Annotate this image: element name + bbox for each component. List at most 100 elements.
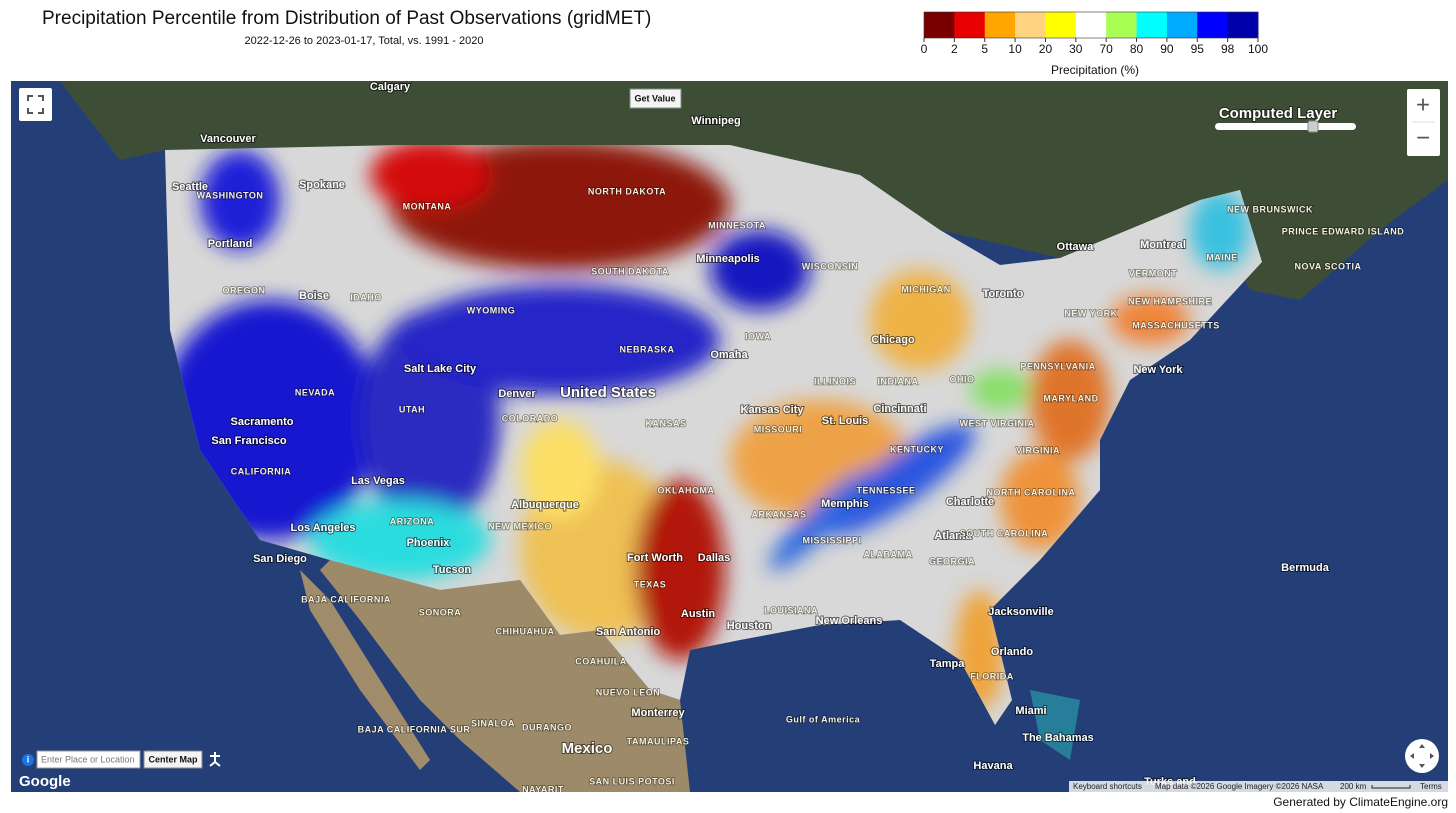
mexico-land xyxy=(320,560,690,792)
place-label: BAJA CALIFORNIA SUR xyxy=(358,724,471,734)
place-label: Atlanta xyxy=(934,530,972,542)
place-label: INDIANA xyxy=(878,376,919,386)
place-label: Gulf of America xyxy=(786,714,861,724)
map-data: Map data ©2026 Google Imagery ©2026 NASA xyxy=(1155,782,1324,791)
place-label: Portland xyxy=(208,238,253,250)
place-label: WISCONSIN xyxy=(802,261,859,271)
place-label: Dallas xyxy=(698,552,730,564)
place-label: Denver xyxy=(498,388,536,400)
baja-land xyxy=(300,570,430,770)
place-label: MAINE xyxy=(1206,252,1238,262)
opacity-slider[interactable] xyxy=(1215,123,1356,130)
fullscreen-icon xyxy=(27,95,44,114)
place-label: MICHIGAN xyxy=(901,284,951,294)
search-input[interactable] xyxy=(36,750,141,769)
subtitle: 2022-12-26 to 2023-01-17, Total, vs. 199… xyxy=(245,35,484,47)
get-value-button[interactable] xyxy=(629,88,682,109)
place-label: MASSACHUSETTS xyxy=(1132,320,1220,330)
legend-swatch xyxy=(954,12,986,38)
place-label: KENTUCKY xyxy=(890,444,944,454)
place-label: MARYLAND xyxy=(1043,393,1098,403)
place-label: Houston xyxy=(727,620,772,632)
place-label: Vancouver xyxy=(200,133,256,145)
camera-control[interactable] xyxy=(1405,739,1439,773)
google-logo: Google xyxy=(19,773,71,790)
place-label: ILLINOIS xyxy=(814,376,856,386)
place-label: NORTH DAKOTA xyxy=(588,186,666,196)
legend-swatch xyxy=(1045,12,1077,38)
place-label: Phoenix xyxy=(407,537,451,549)
legend: 0 2 5 10 20 30 70 80 90 95 98 100 xyxy=(921,11,1268,56)
legend-swatch xyxy=(984,12,1016,38)
place-label: Bermuda xyxy=(1281,562,1330,574)
place-label: Orlando xyxy=(991,646,1033,658)
zoom-in[interactable]: + xyxy=(1416,91,1430,118)
place-label: San Diego xyxy=(253,553,307,565)
place-label: Miami xyxy=(1015,705,1046,717)
slider-thumb[interactable] xyxy=(1307,120,1319,133)
legend-swatch xyxy=(1166,12,1198,38)
place-label: NOVA SCOTIA xyxy=(1294,261,1361,271)
legend-swatch xyxy=(1075,12,1107,38)
map: Calgary Vancouver Winnipeg Seattle Portland S… xyxy=(11,81,1448,794)
info-icon[interactable] xyxy=(22,754,34,766)
legend-tick-label: 90 xyxy=(1160,42,1174,56)
place-label: New Orleans xyxy=(816,615,883,627)
legend-swatch xyxy=(924,12,955,38)
zoom-out[interactable]: − xyxy=(1416,124,1430,151)
info-glyph: i xyxy=(27,754,30,764)
place-label: Mexico xyxy=(562,740,613,757)
terms[interactable]: Terms xyxy=(1420,782,1442,791)
center-map-button[interactable] xyxy=(143,750,203,769)
keyboard-shortcuts[interactable]: Keyboard shortcuts xyxy=(1073,782,1142,791)
place-label: WYOMING xyxy=(467,305,516,315)
place-label: Cincinnati xyxy=(873,403,926,415)
place-labels: Calgary Vancouver Winnipeg Seattle Portland S… xyxy=(171,81,1405,794)
place-label: SAN LUIS POTOSI xyxy=(589,776,675,786)
place-label: Albuquerque xyxy=(511,499,579,511)
fullscreen-button[interactable] xyxy=(19,88,52,121)
legend-tick-label: 2 xyxy=(951,42,958,56)
scale-bar xyxy=(1371,785,1411,789)
legend-tick-label: 20 xyxy=(1039,42,1053,56)
place-label: NORTH CAROLINA xyxy=(987,487,1076,497)
place-label: Monterrey xyxy=(631,707,685,719)
pegman[interactable] xyxy=(209,752,221,767)
search-placeholder: Enter Place or Location xyxy=(41,754,135,764)
place-label: Winnipeg xyxy=(691,115,740,127)
place-label: Seattle xyxy=(172,181,208,193)
place-label: Charlotte xyxy=(946,496,994,508)
legend-title: Precipitation (%) xyxy=(1051,63,1139,77)
place-label: Fort Worth xyxy=(627,552,683,564)
place-label: PRINCE EDWARD ISLAND xyxy=(1282,226,1405,236)
place-label: Tampa xyxy=(930,658,966,670)
place-label: CHIHUAHUA xyxy=(496,626,555,636)
place-label: MISSISSIPPI xyxy=(802,535,861,545)
place-label: TENNESSEE xyxy=(856,485,915,495)
place-label: Boise xyxy=(299,290,329,302)
place-label: ARKANSAS xyxy=(751,509,806,519)
place-label: Havana xyxy=(973,760,1013,772)
legend-tick-label: 70 xyxy=(1100,42,1114,56)
footer: Generated by ClimateEngine.org xyxy=(1273,795,1448,809)
place-label: UTAH xyxy=(399,404,425,414)
place-label: ARIZONA xyxy=(390,516,435,526)
legend-tick-label: 100 xyxy=(1248,42,1268,56)
place-label: OKLAHOMA xyxy=(658,485,715,495)
place-label: FLORIDA xyxy=(970,671,1014,681)
place-label: PENNSYLVANIA xyxy=(1020,361,1095,371)
place-label: NUEVO LEON xyxy=(596,687,661,697)
place-label: SOUTH DAKOTA xyxy=(591,266,669,276)
place-label: Toronto xyxy=(983,288,1024,300)
scale-label: 200 km xyxy=(1340,782,1367,791)
legend-tick-label: 98 xyxy=(1221,42,1235,56)
center-map-label: Center Map xyxy=(148,754,198,764)
place-label: Minneapolis xyxy=(696,253,760,265)
legend-tick-label: 95 xyxy=(1191,42,1205,56)
legend-swatch xyxy=(1136,12,1168,38)
place-label: Jacksonville xyxy=(988,606,1053,618)
place-label: Kansas City xyxy=(741,404,805,416)
place-label: NAYARIT xyxy=(522,784,564,794)
place-label: Austin xyxy=(681,608,716,620)
place-label: Memphis xyxy=(821,498,869,510)
